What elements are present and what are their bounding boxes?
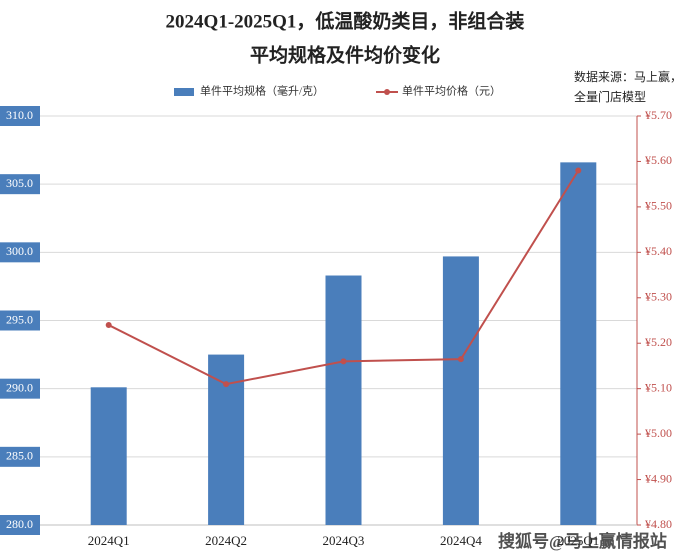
- bar: [560, 162, 597, 525]
- x-tick-label: 2025Q1: [557, 533, 599, 548]
- y-tick-label: 305.0: [6, 176, 33, 190]
- y2-tick-label: ¥5.00: [645, 426, 672, 440]
- x-tick-label: 2024Q3: [323, 533, 365, 548]
- bar: [442, 256, 479, 525]
- legend-swatch: [174, 88, 194, 96]
- y-tick-label: 280.0: [6, 517, 33, 531]
- y-tick-label: 295.0: [6, 312, 33, 326]
- legend-label: 单件平均规格（毫升/克）: [200, 84, 324, 98]
- y2-tick-label: ¥4.90: [645, 471, 672, 485]
- y2-tick-label: ¥5.50: [645, 199, 672, 213]
- x-tick-label: 2024Q4: [440, 533, 482, 548]
- line-point: [457, 356, 464, 363]
- y-tick-label-bg: [0, 378, 40, 399]
- y2-tick-label: ¥5.40: [645, 244, 672, 258]
- line-point: [340, 358, 347, 365]
- y2-tick-label: ¥5.10: [645, 380, 672, 394]
- legend-swatch: [384, 89, 390, 95]
- y-tick-label-bg: [0, 242, 40, 263]
- line-point: [575, 167, 582, 174]
- source-note: 全量门店模型: [574, 89, 646, 104]
- x-tick-label: 2024Q2: [205, 533, 247, 548]
- chart-title: 2024Q1-2025Q1，低温酸奶类目，非组合装: [166, 9, 525, 32]
- line-point: [105, 322, 112, 329]
- bar: [208, 354, 245, 525]
- watermark: 搜狐号@马上赢情报站: [498, 531, 667, 551]
- y-tick-label-bg: [0, 106, 40, 126]
- y-tick-label: 310.0: [6, 108, 33, 122]
- y2-tick-label: ¥4.80: [645, 517, 672, 531]
- y2-tick-label: ¥5.60: [645, 153, 672, 167]
- y2-tick-label: ¥5.30: [645, 290, 672, 304]
- y2-tick-label: ¥5.70: [645, 108, 672, 122]
- y-tick-label: 290.0: [6, 380, 33, 394]
- x-tick-label: 2024Q1: [88, 533, 130, 548]
- y2-tick-label: ¥5.20: [645, 335, 672, 349]
- y-tick-label-bg: [0, 310, 40, 331]
- legend-label: 单件平均价格（元）: [402, 84, 501, 98]
- line-point: [223, 381, 230, 388]
- y-tick-label: 285.0: [6, 449, 33, 463]
- y-tick-label-bg: [0, 174, 40, 195]
- chart-subtitle: 平均规格及件均价变化: [250, 43, 440, 66]
- bar: [90, 387, 127, 525]
- y-tick-label: 300.0: [6, 244, 33, 258]
- source-note: 数据来源：马上赢，: [574, 69, 682, 84]
- bar: [325, 275, 362, 525]
- y-tick-label-bg: [0, 446, 40, 467]
- y-tick-label-bg: [0, 515, 40, 535]
